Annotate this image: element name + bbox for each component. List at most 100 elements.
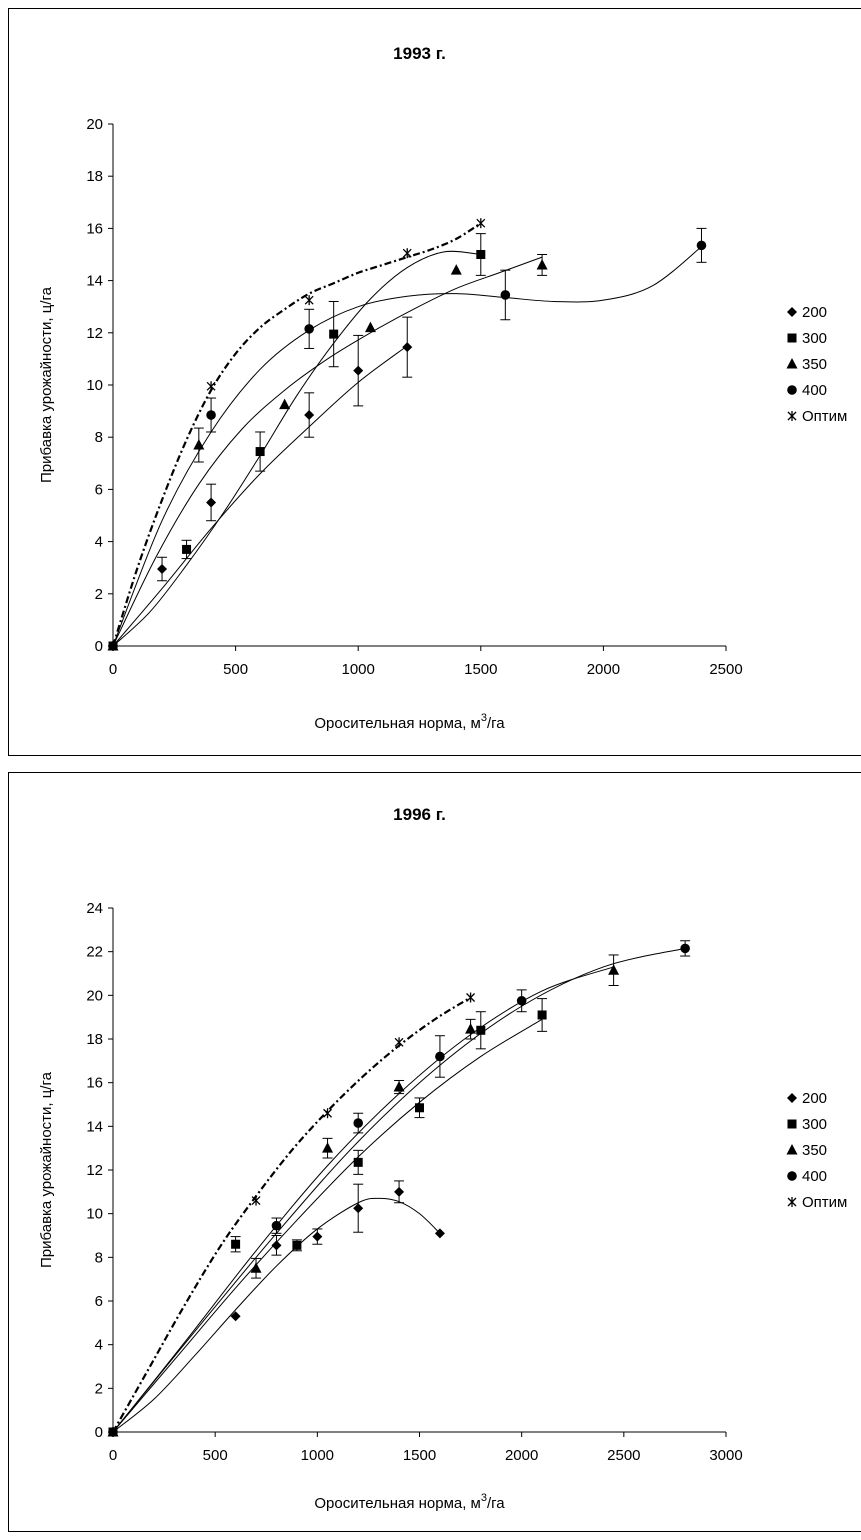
data-point-square [182, 544, 192, 554]
x-tick-label: 500 [223, 661, 248, 678]
data-point-diamond [394, 1186, 405, 1197]
x-tick-label: 500 [203, 1447, 228, 1464]
y-tick-label: 14 [86, 273, 103, 290]
y-tick-label: 2 [95, 1380, 103, 1397]
trendline-400 [112, 246, 702, 647]
legend-marker-star [787, 411, 797, 421]
legend-label: 200 [802, 304, 827, 321]
legend-marker-square [787, 1119, 797, 1129]
data-point-star [402, 248, 412, 259]
chart-panel-1996: 1996 г. 0 2 4 6 8 10 12 14 16 18 20 22 24 0 500 1000 1500… [8, 772, 861, 1532]
data-point-star [251, 1195, 261, 1206]
y-tick-label: 20 [86, 116, 103, 133]
data-point-triangle [193, 439, 205, 450]
y-tick-label: 4 [95, 534, 103, 551]
y-tick-label: 10 [86, 377, 103, 394]
legend-label: Оптим [802, 408, 847, 425]
legend-marker-diamond [787, 307, 797, 317]
legend-marker-triangle [786, 1144, 798, 1155]
y-tick-label: 10 [86, 1206, 103, 1223]
x-axis-label-sup: 3 [481, 712, 487, 724]
x-tick-label: 2000 [587, 661, 620, 678]
data-point-circle [353, 1118, 364, 1128]
x-tick-label: 1500 [403, 1447, 436, 1464]
data-point-diamond [206, 497, 217, 508]
x-tick-label: 2500 [607, 1447, 640, 1464]
legend-label: 300 [802, 330, 827, 347]
y-tick-label: 0 [95, 638, 103, 655]
legend-label: Оптим [802, 1194, 847, 1211]
y-axis-label: Прибавка урожайности, ц/га [38, 1071, 55, 1268]
data-point-circle [271, 1220, 282, 1231]
legend-label: 200 [802, 1090, 827, 1107]
x-axis-label: Оросительная норма, м3/га [314, 712, 505, 732]
chart-title: 1996 г. [393, 805, 446, 824]
data-point-diamond [230, 1311, 241, 1322]
y-tick-label: 18 [86, 1031, 103, 1048]
data-point-star [108, 641, 118, 651]
data-point-square [353, 1157, 363, 1167]
x-tick-label: 2500 [709, 661, 742, 678]
data-point-diamond [353, 1203, 364, 1214]
data-point-diamond [157, 564, 168, 575]
data-point-star [476, 218, 486, 229]
y-tick-label: 8 [95, 1249, 103, 1266]
y-axis-label: Прибавка урожайности, ц/га [38, 286, 55, 483]
y-tick-label: 12 [86, 1162, 103, 1179]
x-axis-label-main: Оросительная норма, м [314, 715, 481, 732]
data-point-square [329, 329, 339, 339]
data-point-triangle [364, 321, 376, 333]
legend-marker-circle [787, 385, 797, 395]
data-point-circle [696, 240, 707, 251]
data-point-circle [304, 324, 314, 334]
y-tick-label: 16 [86, 1075, 103, 1092]
data-point-square [292, 1240, 302, 1250]
data-point-triangle [279, 398, 291, 410]
data-point-triangle [536, 258, 548, 270]
data-point-diamond [353, 365, 364, 376]
x-tick-label: 0 [109, 661, 117, 678]
data-point-circle [680, 943, 690, 954]
data-point-square [476, 1025, 486, 1035]
data-point-square [415, 1103, 424, 1113]
legend-marker-triangle [786, 358, 798, 369]
legend-marker-diamond [787, 1093, 797, 1103]
x-axis-label: Оросительная норма, м3/га [314, 1492, 505, 1512]
legend-marker-circle [787, 1171, 797, 1181]
data-point-triangle [393, 1081, 405, 1092]
y-tick-label: 18 [86, 168, 103, 185]
data-point-star [206, 381, 216, 392]
legend-label: 350 [802, 356, 827, 373]
y-tick-label: 4 [95, 1337, 103, 1354]
chart-panel-1993: 1993 г. 0 2 4 6 8 10 12 14 16 18 20 0 500 1000 1500 2000… [8, 8, 861, 756]
legend-label: 400 [802, 1168, 827, 1185]
y-tick-label: 16 [86, 220, 103, 237]
data-point-circle [435, 1051, 445, 1062]
y-tick-label: 20 [86, 987, 103, 1004]
data-point-triangle [322, 1142, 334, 1153]
data-point-diamond [304, 410, 315, 421]
data-point-star [304, 295, 314, 306]
legend-label: 350 [802, 1142, 827, 1159]
data-point-square [537, 1010, 547, 1020]
x-tick-label: 1000 [301, 1447, 334, 1464]
x-axis-label-main: Оросительная норма, м [314, 1495, 481, 1512]
x-tick-label: 2000 [505, 1447, 538, 1464]
data-point-square [476, 250, 486, 259]
data-point-star [394, 1037, 404, 1048]
x-tick-label: 1000 [342, 661, 375, 678]
x-axis-label-unit: /га [487, 1495, 505, 1512]
data-point-triangle [465, 1023, 477, 1034]
trendline-400 [112, 947, 686, 1433]
y-tick-label: 6 [95, 481, 103, 498]
x-tick-label: 0 [109, 1447, 117, 1464]
y-tick-label: 14 [86, 1118, 103, 1135]
data-point-diamond [434, 1228, 445, 1239]
trendline-300 [112, 1018, 543, 1433]
legend-marker-square [787, 333, 797, 343]
y-tick-label: 24 [86, 900, 103, 917]
data-point-star [108, 1427, 118, 1437]
chart-title: 1993 г. [393, 44, 446, 63]
